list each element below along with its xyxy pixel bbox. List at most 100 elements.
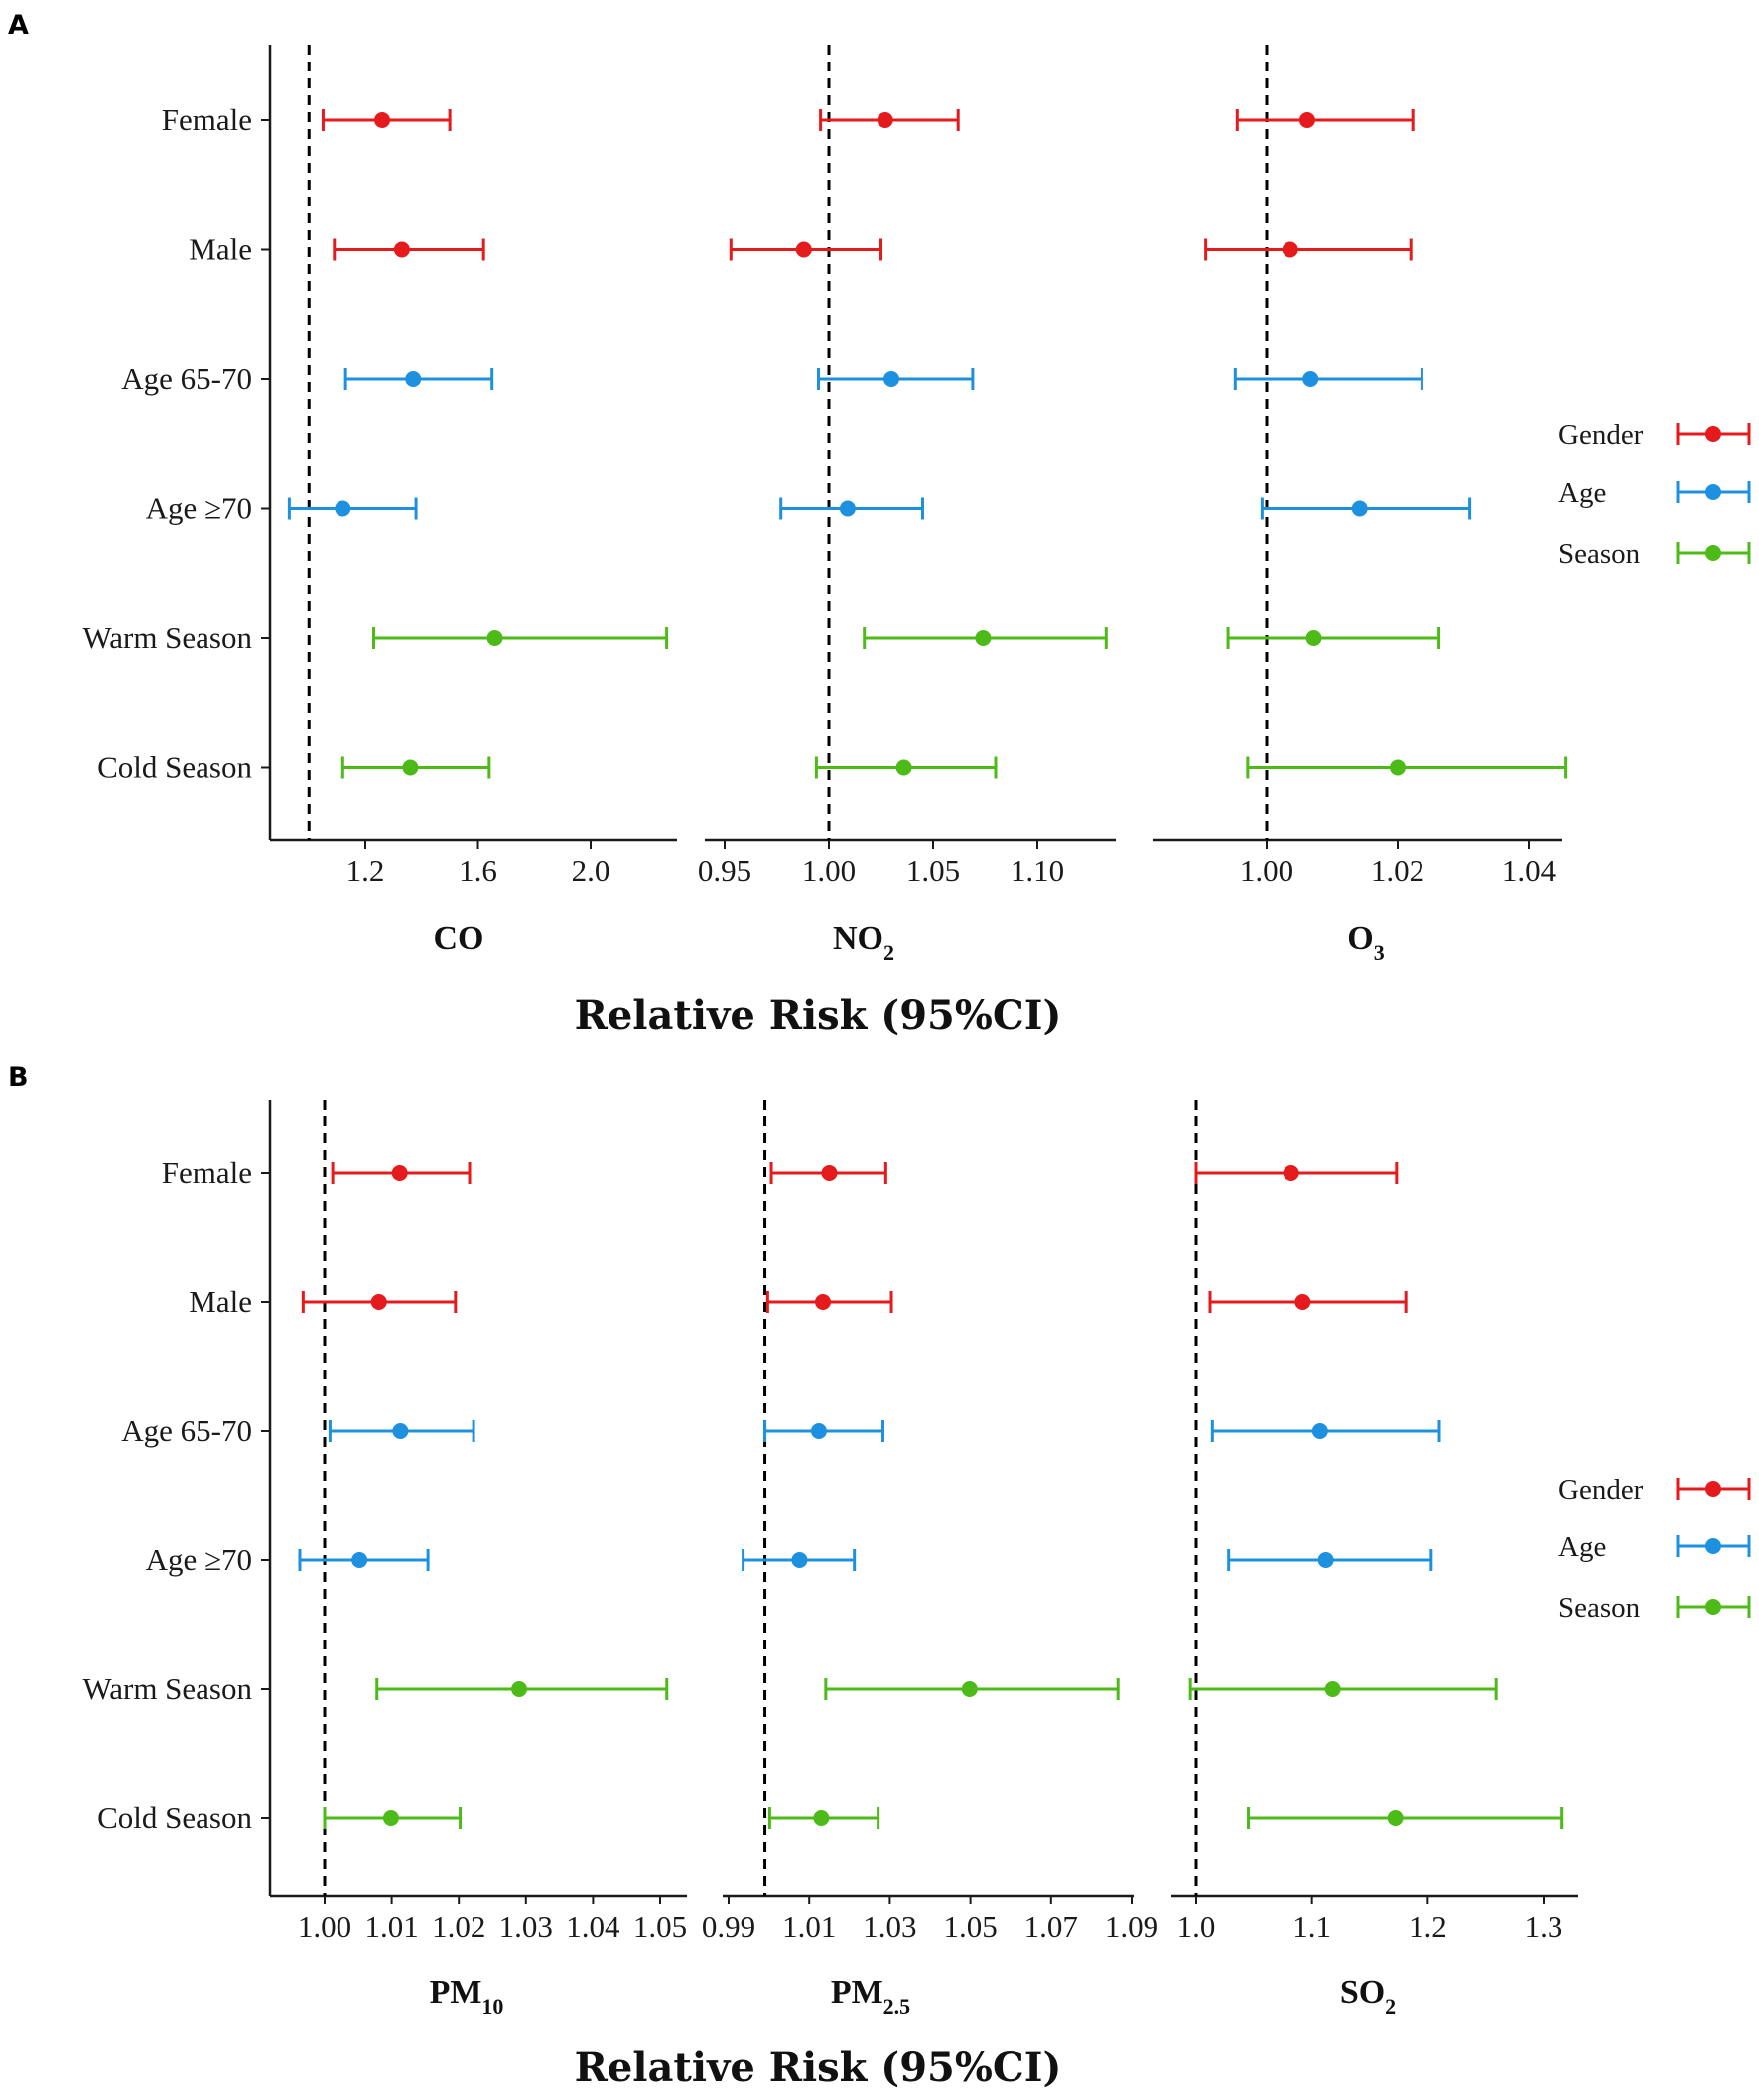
x-tick-label: 1.05 [633,1909,687,1944]
legend-label: Gender [1558,1474,1644,1506]
forest-plot-pm25: 0.99 1.01 1.03 1.05 1.07 1.09 PM2.5 [702,1100,1158,2019]
legend-label: Age [1558,477,1606,509]
legends: Gender Age Season Gender Age Season [1558,419,1751,1624]
y-tick-label: Age 65-70 [121,1413,252,1448]
pollutant-title: NO2 [833,920,894,965]
estimate-point [877,112,893,128]
y-tick-label: Cold Season [97,750,252,785]
estimate-point [1324,1681,1341,1697]
estimate-point [791,1552,808,1568]
estimate-point [382,1810,399,1826]
estimate-point [393,241,410,258]
legend-a: Gender Age Season [1558,419,1751,570]
x-tick-label: 1.02 [432,1909,485,1944]
pollutant-title: SO2 [1340,1974,1396,2019]
x-tick-label: 1.0 [1177,1909,1216,1944]
estimate-point [511,1681,528,1697]
pollutant-title: PM10 [430,1974,504,2019]
estimate-point [1317,1552,1334,1568]
y-tick-label: Warm Season [82,620,252,655]
legend-key-point [1705,484,1721,500]
legend-label: Gender [1558,419,1644,451]
estimate-point [405,371,422,387]
forest-plot-no2: 0.95 1.00 1.05 1.10 NO2 [698,45,1116,965]
x-tick-label: 1.07 [1024,1909,1078,1944]
estimate-point [486,630,503,646]
legend-label: Age [1558,1531,1606,1563]
legend-item-season: Season [1558,538,1751,570]
estimate-point [795,241,812,258]
x-tick-label: 1.04 [566,1909,620,1944]
estimate-point [1311,1423,1328,1439]
x-tick-label: 1.2 [346,853,385,888]
estimate-point [1390,759,1406,776]
x-tick-label: 1.1 [1292,1909,1331,1944]
x-tick-label: 1.03 [863,1909,916,1944]
y-tick-label: Cold Season [97,1800,252,1835]
legend-item-gender: Gender [1558,1474,1751,1506]
y-tick-label: Male [189,232,252,267]
estimate-point [815,1294,832,1310]
x-tick-label: 1.10 [1011,853,1064,888]
x-tick-label: 1.03 [499,1909,553,1944]
estimate-point [391,1165,408,1181]
estimate-point [883,371,899,387]
estimate-point [1283,1165,1299,1181]
estimate-point [810,1423,827,1439]
estimate-point [1294,1294,1311,1310]
estimate-point [370,1294,387,1310]
legend-key-point [1705,426,1721,442]
legend-key-point [1705,545,1721,561]
legend-item-age: Age [1558,477,1751,509]
legend-b: Gender Age Season [1558,1474,1751,1624]
y-tick-label: Female [162,1155,252,1190]
x-tick-label: 2.0 [572,853,610,888]
estimate-point [351,1552,368,1568]
estimate-point [1298,112,1315,128]
estimate-point [1351,500,1368,517]
y-tick-label: Male [189,1284,252,1319]
estimate-point [402,759,419,776]
x-tick-label: 1.04 [1502,853,1556,888]
x-tick-label: 1.05 [906,853,960,888]
x-axis-label-b: Relative Risk (95%CI) [575,2044,1062,2091]
estimate-point [1387,1810,1404,1826]
estimate-point [961,1681,978,1697]
forest-plot-pm10: 1.00 1.01 1.02 1.03 1.04 1.05 Female Male Age 65… [82,1100,687,2019]
y-tick-label: Age ≥70 [146,1542,252,1577]
estimate-point [392,1423,409,1439]
estimate-point [839,500,856,517]
estimate-point [813,1810,830,1826]
legend-item-season: Season [1558,1592,1751,1624]
x-tick-label: 1.01 [782,1909,836,1944]
x-tick-label: 1.01 [364,1909,418,1944]
forest-plot-co: 1.2 1.6 2.0 Female Male Age 65-70 Age ≥70 Warm … [82,45,677,957]
estimate-point [895,759,912,776]
y-tick-label: Female [162,102,252,137]
x-tick-label: 1.09 [1105,1909,1158,1944]
x-tick-label: 1.00 [802,853,856,888]
x-tick-label: 1.6 [459,853,497,888]
pollutant-title: O3 [1347,920,1384,965]
legend-key-point [1705,1538,1721,1554]
estimate-point [975,630,992,646]
y-tick-label: Age 65-70 [121,361,252,396]
forest-panels: 1.2 1.6 2.0 Female Male Age 65-70 Age ≥70 Warm … [82,45,1578,2019]
forest-plot-o3: 1.00 1.02 1.04 O3 [1153,45,1568,965]
estimate-point [374,112,391,128]
estimate-point [1305,630,1322,646]
estimate-point [821,1165,838,1181]
pollutant-title: PM2.5 [831,1974,910,2019]
legend-key-point [1705,1599,1721,1615]
legend-label: Season [1558,1592,1641,1624]
panel-label-b: B [8,1062,29,1093]
x-tick-label: 0.95 [698,853,751,888]
x-tick-label: 1.00 [1240,853,1293,888]
y-tick-label: Warm Season [82,1671,252,1706]
x-tick-label: 1.00 [298,1909,351,1944]
x-tick-label: 1.02 [1371,853,1424,888]
x-tick-label: 1.3 [1525,1909,1563,1944]
pollutant-title: CO [434,920,484,957]
x-tick-label: 0.99 [702,1909,755,1944]
